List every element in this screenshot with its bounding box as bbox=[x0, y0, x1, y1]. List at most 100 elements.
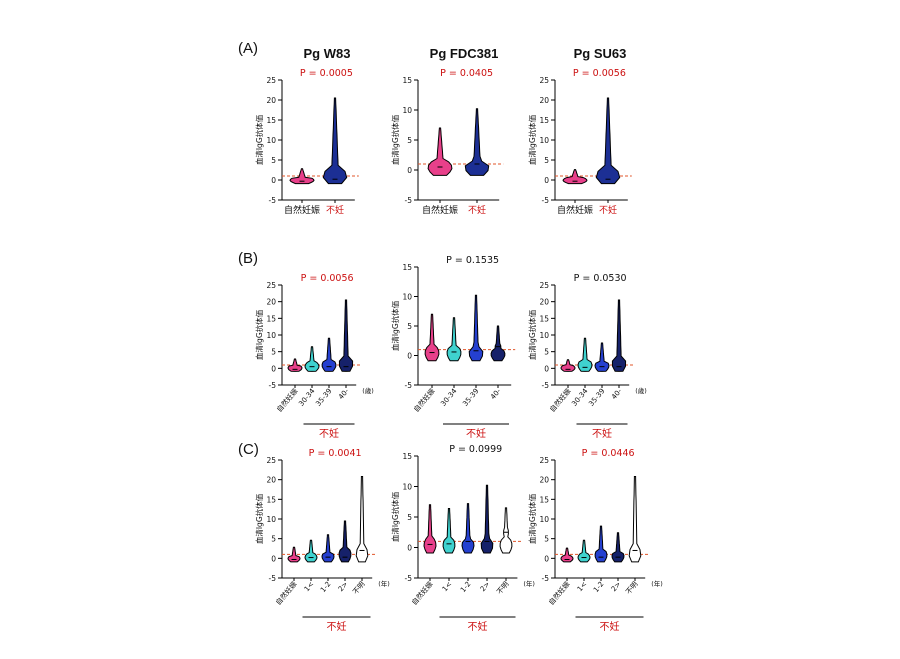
x-unit-label: (年) bbox=[523, 579, 535, 588]
y-tick-label: 15 bbox=[539, 116, 549, 125]
violin bbox=[424, 313, 440, 362]
y-tick-label: 20 bbox=[266, 96, 276, 105]
y-tick-label: -5 bbox=[405, 574, 413, 583]
violin bbox=[468, 294, 484, 362]
x-tick-label: 40- bbox=[489, 387, 503, 401]
y-tick-label: 25 bbox=[266, 456, 276, 465]
x-tick-label: 35-39 bbox=[587, 387, 606, 408]
p-value-label: P = 0.0405 bbox=[440, 68, 493, 79]
x-tick-label: 35-39 bbox=[314, 387, 333, 408]
p-value-label: P = 0.0999 bbox=[449, 444, 502, 455]
y-tick-label: -5 bbox=[269, 196, 277, 205]
x-unit-label: (年) bbox=[651, 579, 663, 588]
y-tick-label: 0 bbox=[271, 554, 276, 563]
y-tick-label: 5 bbox=[407, 136, 412, 145]
y-tick-label: 25 bbox=[266, 76, 276, 85]
row-label-a: (A) bbox=[238, 40, 258, 57]
y-tick-label: 10 bbox=[266, 136, 276, 145]
y-tick-label: 15 bbox=[539, 314, 549, 323]
violin bbox=[480, 484, 494, 554]
y-tick-label: 5 bbox=[544, 535, 549, 544]
x-tick-label: 30-34 bbox=[439, 387, 459, 408]
violin bbox=[562, 169, 588, 185]
group-label: 不妊 bbox=[468, 620, 488, 633]
violin bbox=[499, 507, 513, 554]
violin bbox=[287, 546, 301, 563]
x-tick-label: 不妊 bbox=[326, 204, 344, 216]
y-tick-label: -5 bbox=[405, 196, 413, 205]
violin bbox=[304, 346, 320, 372]
violin bbox=[577, 337, 593, 372]
violin bbox=[611, 532, 625, 563]
violin bbox=[322, 97, 348, 185]
group-label: 不妊 bbox=[592, 427, 612, 440]
y-tick-label: 25 bbox=[266, 281, 276, 290]
group-label: 不妊 bbox=[466, 427, 486, 440]
group-label: 不妊 bbox=[600, 620, 620, 633]
y-tick-label: 0 bbox=[271, 176, 276, 185]
x-tick-label: 不妊 bbox=[599, 204, 617, 216]
y-axis-label: 血清IgG抗体価 bbox=[390, 300, 400, 351]
y-axis-label: 血清IgG抗体価 bbox=[390, 491, 400, 542]
column-title-fdc381: Pg FDC381 bbox=[429, 46, 499, 61]
violin bbox=[338, 520, 352, 563]
y-tick-label: 25 bbox=[539, 456, 549, 465]
x-tick-label: 不明 bbox=[495, 580, 510, 596]
y-tick-label: 20 bbox=[539, 96, 549, 105]
group-label: 不妊 bbox=[319, 427, 339, 440]
x-tick-label: 1-2 bbox=[319, 580, 332, 594]
y-tick-label: 10 bbox=[402, 106, 412, 115]
row-label-c: (C) bbox=[238, 441, 259, 458]
p-value-label: P = 0.0530 bbox=[574, 273, 627, 284]
violin bbox=[287, 358, 303, 372]
y-axis-label: 血清IgG抗体価 bbox=[527, 493, 537, 544]
x-unit-label: (年) bbox=[378, 579, 390, 588]
y-tick-label: 0 bbox=[407, 166, 412, 175]
x-tick-label: 40- bbox=[337, 387, 351, 401]
violin bbox=[423, 504, 437, 554]
violin bbox=[490, 325, 506, 362]
y-axis-label: 血清IgG抗体価 bbox=[527, 114, 537, 165]
violin bbox=[442, 508, 456, 554]
p-value-label: P = 0.0446 bbox=[582, 448, 635, 459]
y-tick-label: 20 bbox=[539, 476, 549, 485]
violin bbox=[338, 299, 354, 372]
y-tick-label: 5 bbox=[271, 348, 276, 357]
column-title-w83: Pg W83 bbox=[303, 46, 351, 61]
p-value-label: P = 0.1535 bbox=[446, 255, 499, 266]
violin bbox=[321, 337, 337, 372]
violin bbox=[355, 476, 369, 563]
y-tick-label: 20 bbox=[539, 298, 549, 307]
y-tick-label: 5 bbox=[407, 322, 412, 331]
x-tick-label: 30-34 bbox=[570, 387, 590, 408]
y-axis-label: 血清IgG抗体価 bbox=[254, 114, 264, 165]
x-unit-label: (歳) bbox=[635, 386, 647, 395]
x-tick-label: 1-2 bbox=[592, 580, 605, 594]
y-tick-label: 0 bbox=[544, 176, 549, 185]
x-tick-label: 自然妊娠 bbox=[284, 204, 320, 216]
y-tick-label: -5 bbox=[542, 574, 550, 583]
x-tick-label: 不明 bbox=[624, 580, 639, 596]
p-value-label: P = 0.0056 bbox=[301, 273, 354, 284]
y-tick-label: 10 bbox=[402, 293, 412, 302]
y-tick-label: -5 bbox=[269, 574, 277, 583]
y-tick-label: 10 bbox=[266, 331, 276, 340]
y-tick-label: 10 bbox=[539, 136, 549, 145]
y-tick-label: 20 bbox=[266, 298, 276, 307]
violin bbox=[628, 476, 642, 563]
y-tick-label: 0 bbox=[271, 364, 276, 373]
x-tick-label: 自然妊娠 bbox=[557, 204, 593, 216]
y-tick-label: 0 bbox=[544, 364, 549, 373]
y-tick-label: 15 bbox=[266, 116, 276, 125]
x-tick-label: 自然妊娠 bbox=[548, 387, 573, 414]
violin bbox=[595, 97, 621, 185]
y-tick-label: -5 bbox=[542, 381, 550, 390]
violin bbox=[560, 547, 574, 563]
y-axis-label: 血清IgG抗体価 bbox=[390, 114, 400, 165]
x-tick-label: 不妊 bbox=[468, 204, 486, 216]
x-tick-label: 2> bbox=[479, 580, 492, 593]
y-tick-label: 15 bbox=[402, 76, 412, 85]
violin bbox=[427, 127, 453, 176]
